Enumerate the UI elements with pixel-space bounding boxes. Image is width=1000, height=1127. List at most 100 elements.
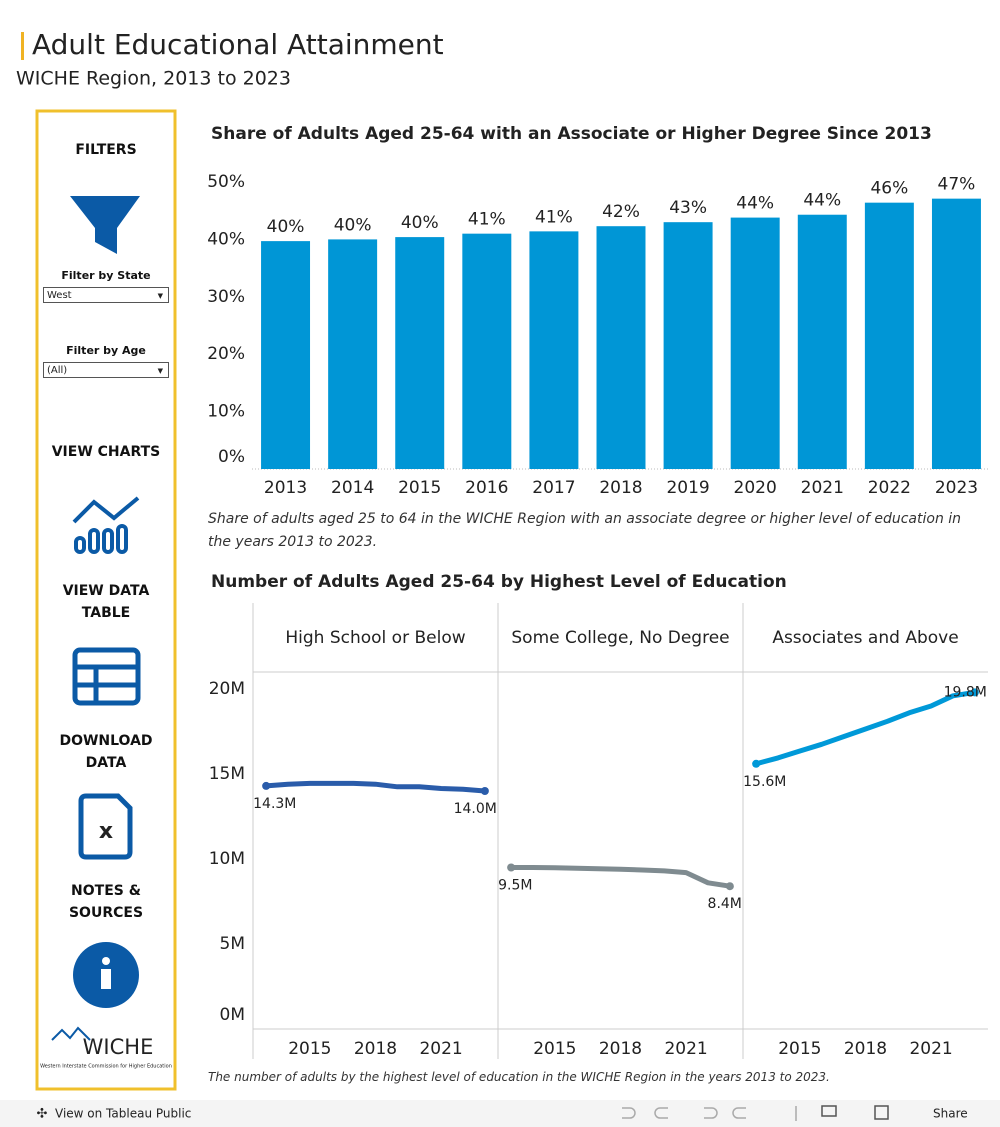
share-button[interactable]: Share xyxy=(933,1107,968,1121)
view-charts-label[interactable]: VIEW CHARTS xyxy=(51,444,161,460)
y-tick-label: 15M xyxy=(209,764,245,784)
toolbar xyxy=(0,1100,1000,1127)
age-dropdown[interactable]: (All) ▼ xyxy=(43,362,169,378)
bar-value-label: 40% xyxy=(334,215,372,235)
logo: WICHE xyxy=(83,1035,154,1059)
x-tick-label: 2015 xyxy=(778,1039,821,1059)
y-tick-label: 40% xyxy=(207,229,245,249)
toolbar-controls xyxy=(622,1105,889,1121)
title-accent xyxy=(21,32,24,60)
x-tick-label: 2015 xyxy=(398,478,441,498)
x-tick-label: 2017 xyxy=(532,478,575,498)
end-point xyxy=(262,781,271,790)
bar-value-label: 43% xyxy=(669,198,707,218)
point-label: 8.4M xyxy=(708,896,742,912)
bar xyxy=(328,239,378,469)
x-tick-label: 2015 xyxy=(288,1039,331,1059)
bar-value-label: 46% xyxy=(870,179,908,199)
end-point xyxy=(970,688,979,697)
filter-icon[interactable] xyxy=(70,196,140,254)
bar-value-label: 42% xyxy=(602,202,640,222)
y-tick-label: 5M xyxy=(220,934,245,954)
bar xyxy=(395,237,445,469)
y-tick-label: 30% xyxy=(207,287,245,307)
bar-value-label: 40% xyxy=(401,213,439,233)
dashboard-title: Adult Educational Attainment xyxy=(32,28,444,61)
bar xyxy=(797,214,847,469)
point-label: 9.5M xyxy=(498,878,532,894)
bar-chart-caption: Share of adults aged 25 to 64 in the WIC… xyxy=(208,511,962,550)
bar-value-label: 44% xyxy=(736,194,774,214)
x-tick-label: 2018 xyxy=(354,1039,397,1059)
tableau-icon: ✣ xyxy=(37,1107,48,1122)
x-tick-label: 2020 xyxy=(734,478,777,498)
filters-heading: FILTERS xyxy=(75,142,137,158)
point-label: 15.6M xyxy=(743,774,786,790)
bar xyxy=(529,231,579,469)
svg-text:x: x xyxy=(99,819,113,844)
x-tick-label: 2022 xyxy=(868,478,911,498)
logo-mark xyxy=(51,1026,91,1041)
x-tick-label: 2018 xyxy=(599,1039,642,1059)
bar-value-label: 47% xyxy=(938,175,976,195)
dropdown-arrow: ▼ xyxy=(157,367,163,375)
bar-chart-title: Share of Adults Aged 25-64 with an Assoc… xyxy=(211,124,932,144)
bar-value-label: 41% xyxy=(535,207,573,227)
x-tick-label: 2018 xyxy=(844,1039,887,1059)
line-chart-title: Number of Adults Aged 25-64 by Highest L… xyxy=(211,572,787,592)
bar xyxy=(261,241,311,469)
excel-icon[interactable]: x xyxy=(78,793,133,860)
age-value: (All) xyxy=(47,365,68,376)
sidebar-frame xyxy=(35,109,177,1091)
bar xyxy=(462,233,512,469)
y-tick-label: 10M xyxy=(209,849,245,869)
x-tick-label: 2015 xyxy=(533,1039,576,1059)
x-tick-label: 2021 xyxy=(801,478,844,498)
state-dropdown[interactable]: West ▼ xyxy=(43,287,169,303)
x-tick-label: 2021 xyxy=(419,1039,462,1059)
y-tick-label: 0% xyxy=(218,447,245,467)
end-point xyxy=(725,882,734,891)
charts-icon[interactable] xyxy=(72,496,140,554)
end-point xyxy=(752,759,761,768)
point-label: 14.0M xyxy=(454,801,497,817)
bar-value-label: 41% xyxy=(468,210,506,230)
facet-header: Some College, No Degree xyxy=(511,628,729,648)
x-tick-label: 2016 xyxy=(465,478,508,498)
y-tick-label: 50% xyxy=(207,172,245,192)
point-label: 14.3M xyxy=(253,796,296,812)
y-tick-label: 20% xyxy=(207,344,245,364)
info-icon[interactable] xyxy=(73,942,139,1008)
series-line xyxy=(508,865,733,889)
x-tick-label: 2014 xyxy=(331,478,374,498)
bar xyxy=(596,226,646,469)
bar-value-label: 40% xyxy=(267,217,305,237)
state-filter-label: Filter by State xyxy=(61,269,151,282)
age-filter-label: Filter by Age xyxy=(66,344,146,357)
line-chart-caption: The number of adults by the highest leve… xyxy=(208,1070,830,1084)
view-link[interactable]: View on Tableau Public xyxy=(55,1107,191,1121)
notes-sources-label[interactable]: NOTES & SOURCES xyxy=(68,883,144,921)
x-tick-label: 2019 xyxy=(666,478,709,498)
x-tick-label: 2021 xyxy=(909,1039,952,1059)
facet-header: High School or Below xyxy=(285,628,465,648)
point-label: 19.8M xyxy=(944,684,987,700)
x-tick-label: 2021 xyxy=(664,1039,707,1059)
series-line xyxy=(263,780,488,794)
logo-tagline: Western Interstate Commission for Higher… xyxy=(40,1064,172,1070)
dropdown-arrow: ▼ xyxy=(157,292,163,300)
view-data-table-label[interactable]: VIEW DATA TABLE xyxy=(62,583,150,621)
table-icon[interactable] xyxy=(72,647,141,706)
bar xyxy=(931,198,981,469)
y-tick-label: 0M xyxy=(220,1005,245,1025)
end-point xyxy=(507,863,516,872)
facet-header: Associates and Above xyxy=(772,628,958,648)
y-tick-label: 10% xyxy=(207,402,245,422)
x-tick-label: 2023 xyxy=(935,478,978,498)
bar xyxy=(864,202,914,469)
download-data-label[interactable]: DOWNLOAD DATA xyxy=(59,733,153,771)
x-tick-label: 2018 xyxy=(599,478,642,498)
state-value: West xyxy=(47,290,72,301)
